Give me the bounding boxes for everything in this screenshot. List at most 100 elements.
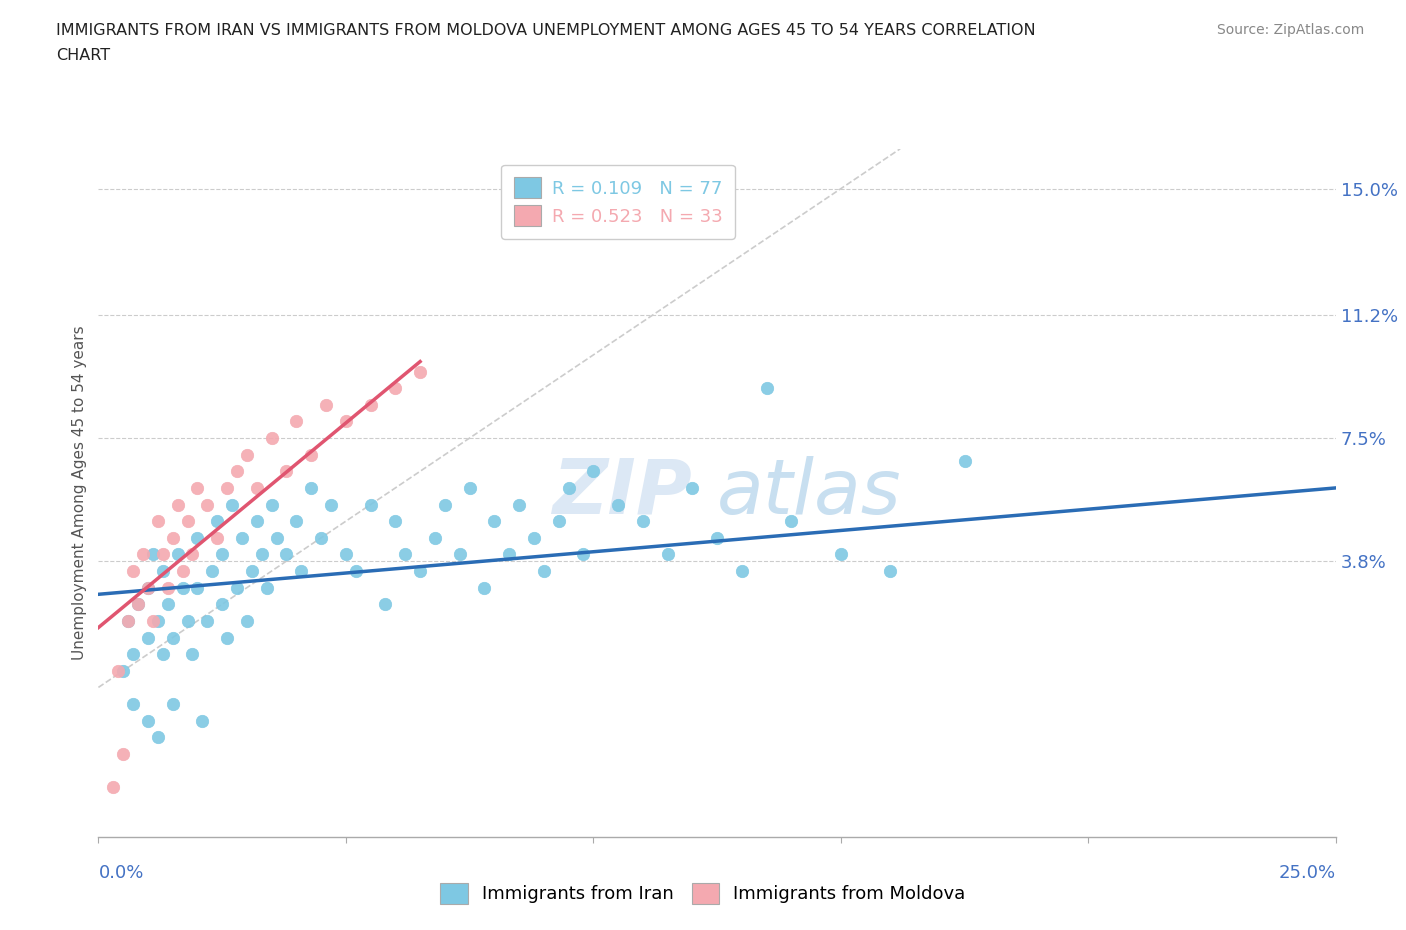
Text: IMMIGRANTS FROM IRAN VS IMMIGRANTS FROM MOLDOVA UNEMPLOYMENT AMONG AGES 45 TO 54: IMMIGRANTS FROM IRAN VS IMMIGRANTS FROM … xyxy=(56,23,1036,38)
Point xyxy=(156,597,179,612)
Point xyxy=(360,397,382,412)
Point xyxy=(276,464,298,479)
Point xyxy=(146,614,169,629)
Point xyxy=(953,454,976,469)
Point xyxy=(449,547,471,562)
Point xyxy=(246,481,269,496)
Point xyxy=(186,580,208,595)
Point xyxy=(181,646,204,661)
Legend: Immigrants from Iran, Immigrants from Moldova: Immigrants from Iran, Immigrants from Mo… xyxy=(427,870,979,916)
Point xyxy=(152,646,174,661)
Point xyxy=(226,580,249,595)
Point xyxy=(176,513,198,528)
Point xyxy=(335,547,357,562)
Point xyxy=(299,481,322,496)
Point xyxy=(146,513,169,528)
Point xyxy=(217,631,239,645)
Point xyxy=(706,530,728,545)
Point xyxy=(211,597,233,612)
Point xyxy=(474,580,496,595)
Point xyxy=(112,747,135,762)
Point xyxy=(136,631,159,645)
Point xyxy=(181,547,204,562)
Point xyxy=(409,564,432,578)
Point xyxy=(547,513,569,528)
Point xyxy=(523,530,546,545)
Point xyxy=(433,498,456,512)
Point xyxy=(186,481,208,496)
Point xyxy=(631,513,654,528)
Point xyxy=(285,414,308,429)
Text: atlas: atlas xyxy=(717,456,901,530)
Point xyxy=(136,713,159,728)
Point xyxy=(107,663,129,678)
Point xyxy=(484,513,506,528)
Point xyxy=(260,431,283,445)
Point xyxy=(117,614,139,629)
Point xyxy=(780,513,803,528)
Point xyxy=(231,530,253,545)
Point xyxy=(582,464,605,479)
Point xyxy=(498,547,520,562)
Point xyxy=(533,564,555,578)
Point xyxy=(221,498,243,512)
Point xyxy=(152,564,174,578)
Point xyxy=(360,498,382,512)
Point xyxy=(122,646,145,661)
Legend: R = 0.109   N = 77, R = 0.523   N = 33: R = 0.109 N = 77, R = 0.523 N = 33 xyxy=(501,165,735,239)
Point xyxy=(205,530,228,545)
Point xyxy=(344,564,367,578)
Point xyxy=(256,580,278,595)
Point xyxy=(236,614,259,629)
Point xyxy=(162,530,184,545)
Point xyxy=(205,513,228,528)
Point xyxy=(285,513,308,528)
Point xyxy=(335,414,357,429)
Point xyxy=(657,547,679,562)
Point xyxy=(557,481,579,496)
Point xyxy=(211,547,233,562)
Point xyxy=(217,481,239,496)
Point xyxy=(136,580,159,595)
Point xyxy=(246,513,269,528)
Point xyxy=(152,547,174,562)
Point xyxy=(166,498,188,512)
Point xyxy=(117,614,139,629)
Point xyxy=(260,498,283,512)
Point xyxy=(423,530,446,545)
Point xyxy=(309,530,332,545)
Point xyxy=(226,464,249,479)
Point xyxy=(755,380,778,395)
Point xyxy=(146,730,169,745)
Point xyxy=(276,547,298,562)
Point xyxy=(172,580,194,595)
Point xyxy=(176,614,198,629)
Point xyxy=(250,547,273,562)
Point xyxy=(201,564,224,578)
Point xyxy=(191,713,214,728)
Point xyxy=(879,564,901,578)
Point xyxy=(236,447,259,462)
Point xyxy=(103,779,125,794)
Point xyxy=(384,513,406,528)
Text: CHART: CHART xyxy=(56,48,110,63)
Point xyxy=(681,481,703,496)
Point xyxy=(394,547,416,562)
Point xyxy=(195,614,218,629)
Point xyxy=(112,663,135,678)
Point xyxy=(142,547,165,562)
Point xyxy=(731,564,754,578)
Point xyxy=(319,498,342,512)
Point xyxy=(156,580,179,595)
Point xyxy=(132,547,155,562)
Text: 0.0%: 0.0% xyxy=(98,864,143,882)
Point xyxy=(290,564,312,578)
Point xyxy=(195,498,218,512)
Point xyxy=(166,547,188,562)
Point xyxy=(172,564,194,578)
Text: 25.0%: 25.0% xyxy=(1278,864,1336,882)
Y-axis label: Unemployment Among Ages 45 to 54 years: Unemployment Among Ages 45 to 54 years xyxy=(72,326,87,660)
Point xyxy=(315,397,337,412)
Point xyxy=(266,530,288,545)
Point xyxy=(122,697,145,711)
